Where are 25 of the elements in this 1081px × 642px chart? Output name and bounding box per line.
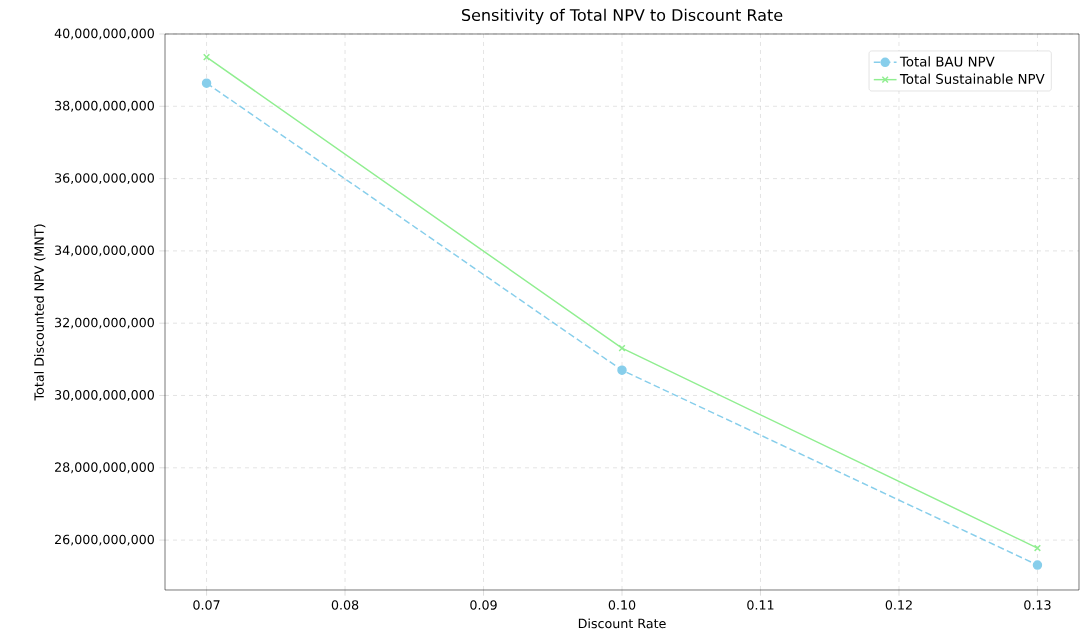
- x-tick-label: 0.13: [1024, 600, 1051, 610]
- x-tick-label: 0.07: [193, 600, 220, 610]
- x-tick-label: 0.11: [747, 600, 774, 610]
- y-axis-title: Total Discounted NPV (MNT): [34, 224, 46, 401]
- point: [1032, 560, 1043, 570]
- point: [1033, 544, 1042, 552]
- y-tick-label: 26,000,000,000: [55, 534, 154, 546]
- x-axis-title: Discount Rate: [578, 618, 666, 629]
- x-tick-label: 0.09: [470, 600, 497, 610]
- y-tick-label: 40,000,000,000: [54, 28, 154, 40]
- y-tick-label: 30,000,000,000: [55, 390, 154, 401]
- y-tick-label: 28,000,000,000: [55, 462, 154, 474]
- point: [202, 53, 211, 61]
- x-tick-label: 0.10: [608, 600, 636, 610]
- y-tick-label: 36,000,000,000: [55, 173, 154, 185]
- point: [617, 365, 627, 375]
- x-tick-label: 0.12: [885, 600, 912, 610]
- legend-label: Total Sustainable NPV: [899, 73, 1045, 84]
- y-tick-label: 32,000,000,000: [55, 317, 154, 329]
- point: [201, 78, 212, 88]
- legend-label: Total BAU NPV: [899, 56, 995, 67]
- chart-title: Sensitivity of Total NPV to Discount Rate: [461, 8, 783, 25]
- y-tick-label: 34,000,000,000: [55, 245, 154, 257]
- y-tick-label: 38,000,000,000: [55, 100, 154, 112]
- x-tick-label: 0.08: [331, 600, 359, 610]
